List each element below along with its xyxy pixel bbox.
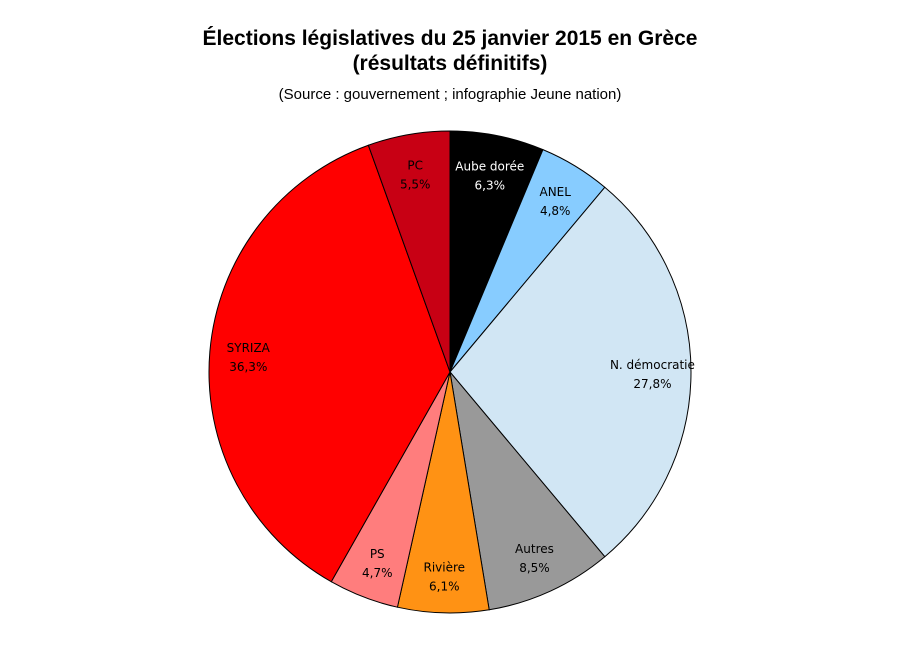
chart-subtitle: (Source : gouvernement ; infographie Jeu… <box>278 86 622 103</box>
pie-slice-syriza <box>208 144 451 583</box>
pie-label-autres: Autres 8,5% <box>515 542 554 575</box>
chart-title-line-1: Élections législatives du 25 janvier 201… <box>202 27 698 50</box>
pie-label-n-democratie: N. démocratie 27,8% <box>610 358 695 391</box>
pie-label-pc: PC 5,5% <box>400 159 431 192</box>
pie-slice-n-democratie <box>449 186 692 558</box>
chart-title-line-2: (résultats définitifs) <box>352 52 548 75</box>
pie-slice-autres <box>449 370 606 611</box>
pie-label-riviere: Rivière 6,1% <box>424 560 466 593</box>
pie-slice-pc <box>367 130 451 373</box>
pie-label-anel: ANEL 4,8% <box>540 185 572 218</box>
pie-label-ps: PS 4,7% <box>362 547 393 580</box>
pie-label-aube-doree: Aube dorée 6,3% <box>455 160 524 193</box>
pie-label-syriza: SYRIZA 36,3% <box>227 341 271 374</box>
